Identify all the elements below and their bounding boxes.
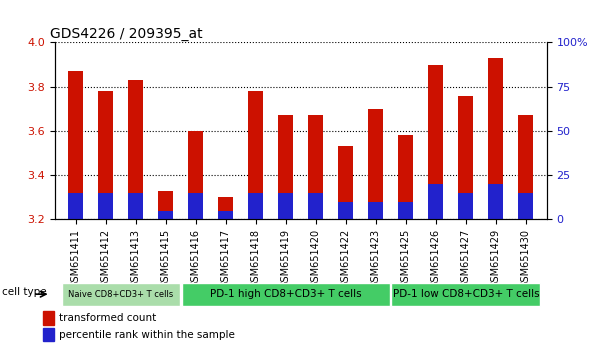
Bar: [488, 58, 503, 219]
Bar: [249, 91, 263, 219]
Bar: [158, 191, 174, 219]
Bar: [279, 193, 293, 219]
Bar: [338, 147, 353, 219]
Text: transformed count: transformed count: [59, 313, 156, 323]
Bar: [249, 193, 263, 219]
Bar: [309, 193, 323, 219]
Bar: [428, 65, 444, 219]
FancyBboxPatch shape: [62, 283, 180, 306]
Bar: [518, 193, 533, 219]
FancyBboxPatch shape: [181, 283, 390, 306]
Bar: [309, 115, 323, 219]
FancyBboxPatch shape: [392, 283, 540, 306]
Bar: [68, 193, 84, 219]
Text: GDS4226 / 209395_at: GDS4226 / 209395_at: [50, 28, 203, 41]
Bar: [398, 136, 414, 219]
Bar: [188, 193, 203, 219]
Text: Naive CD8+CD3+ T cells: Naive CD8+CD3+ T cells: [68, 290, 174, 299]
Bar: [68, 71, 84, 219]
Bar: [219, 211, 233, 219]
Bar: [43, 311, 54, 325]
Bar: [428, 184, 444, 219]
Bar: [43, 328, 54, 341]
Bar: [458, 193, 474, 219]
Bar: [338, 202, 353, 219]
Bar: [518, 115, 533, 219]
Text: PD-1 high CD8+CD3+ T cells: PD-1 high CD8+CD3+ T cells: [210, 289, 362, 299]
Bar: [488, 184, 503, 219]
Bar: [219, 198, 233, 219]
Bar: [98, 91, 114, 219]
Text: PD-1 low CD8+CD3+ T cells: PD-1 low CD8+CD3+ T cells: [392, 289, 539, 299]
Bar: [188, 131, 203, 219]
Bar: [458, 96, 474, 219]
Bar: [128, 80, 144, 219]
Bar: [128, 193, 144, 219]
Bar: [368, 109, 383, 219]
Bar: [98, 193, 114, 219]
Text: cell type: cell type: [2, 287, 46, 297]
Bar: [158, 211, 174, 219]
Bar: [279, 115, 293, 219]
Bar: [368, 202, 383, 219]
Bar: [398, 202, 414, 219]
Text: percentile rank within the sample: percentile rank within the sample: [59, 330, 235, 339]
